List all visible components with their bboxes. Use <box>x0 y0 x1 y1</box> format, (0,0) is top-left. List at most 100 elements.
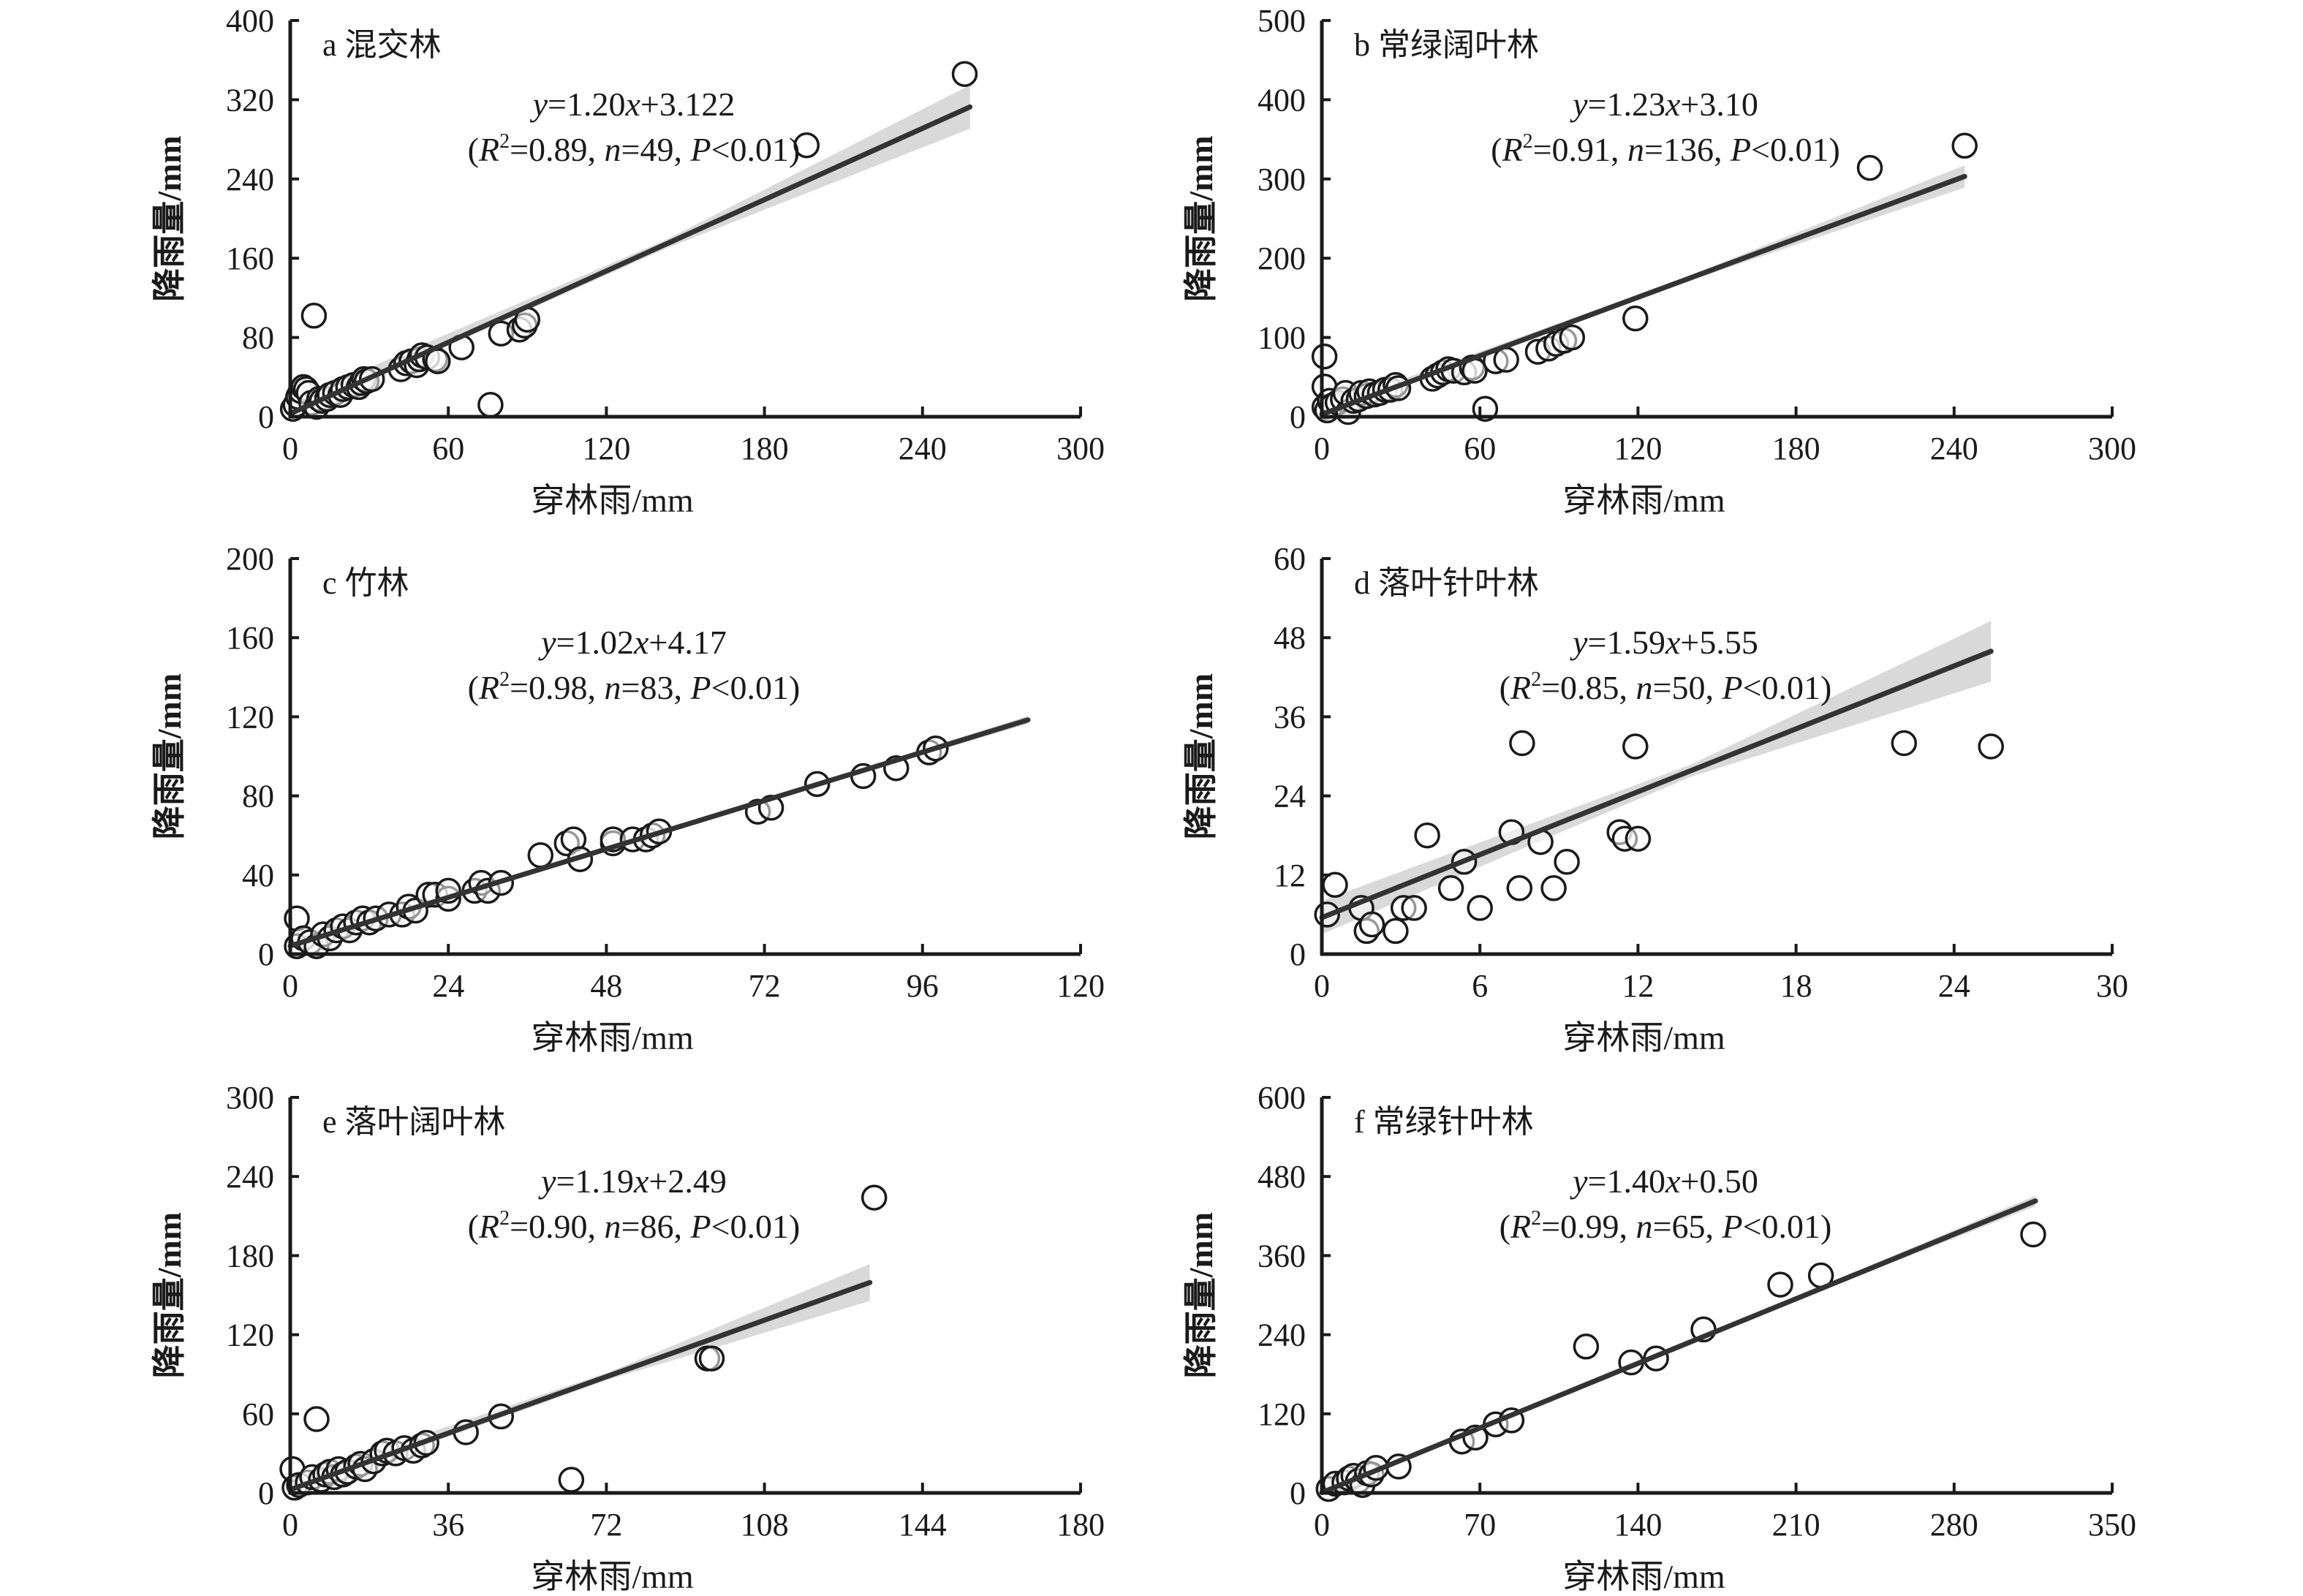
x-tick-label: 180 <box>741 431 789 466</box>
data-point <box>1856 154 1883 181</box>
stats-open: ( <box>468 131 479 168</box>
data-point <box>698 1345 725 1372</box>
regression-stats: (R2=0.85, n=50, P<0.01) <box>1500 668 1832 706</box>
panel-b: 0 100 200 300 400 500 0 60 120 180 240 300 穿林雨/mm 降雨量… <box>1182 3 2136 519</box>
panel-f: 0 120 240 360 480 600 0 70 140 210 280 350 穿林雨/mm 降雨量… <box>1182 1080 2136 1595</box>
x-tick-label: 0 <box>282 431 298 466</box>
equation-tail: +3.10 <box>1680 86 1758 123</box>
x-tick-label: 36 <box>432 1507 464 1543</box>
stats-pval: <0.01) <box>1743 669 1832 706</box>
panel-title: f 常绿针叶林 <box>1354 1104 1534 1140</box>
y-tick-label: 160 <box>226 620 274 656</box>
data-point <box>558 1467 585 1493</box>
panel-title: c 竹林 <box>322 565 409 601</box>
regression-equation: y=1.59x+5.55 <box>1570 624 1758 661</box>
panel-a: 0 80 160 240 320 400 0 60 120 180 240 300 穿林雨/mm 降雨量/… <box>151 3 1105 519</box>
equation-rest: =1.59 <box>1588 624 1665 661</box>
y-axis-title: 降雨量/mm <box>1182 135 1219 301</box>
stats-pval: <0.01) <box>711 131 801 168</box>
x-tick-label: 60 <box>432 431 464 466</box>
y-tick-label: 320 <box>226 82 274 118</box>
x-axis-title: 穿林雨/mm <box>1562 1019 1725 1056</box>
data-point <box>303 1406 330 1432</box>
data-point <box>477 391 504 418</box>
data-point <box>1358 911 1385 938</box>
x-tick-label: 72 <box>590 1507 622 1543</box>
stats-P: P <box>689 1208 711 1245</box>
x-tick-label: 120 <box>1056 968 1105 1004</box>
data-point <box>1978 733 2004 760</box>
stats-P: P <box>1730 131 1751 168</box>
data-point <box>951 61 978 87</box>
stats-R: R <box>478 131 499 168</box>
y-tick-label: 200 <box>1258 241 1306 276</box>
y-tick-label: 0 <box>1290 937 1306 972</box>
equation-tail: +0.50 <box>1680 1162 1758 1200</box>
y-tick-label: 240 <box>1258 1317 1306 1353</box>
y-axis-title: 降雨量/mm <box>1182 673 1219 839</box>
regression-line <box>1319 1198 2038 1496</box>
data-point <box>1509 730 1535 757</box>
y-tick-label: 0 <box>258 1475 274 1511</box>
data-point <box>300 303 328 329</box>
data-point <box>1767 1271 1793 1298</box>
stats-nval: =50, <box>1653 669 1722 706</box>
equation-tail: +4.17 <box>648 624 726 661</box>
data-point <box>1401 895 1427 921</box>
regression-equation: y=1.02x+4.17 <box>538 624 727 661</box>
stats-open: ( <box>1500 669 1510 706</box>
stats-sup: 2 <box>499 1207 510 1230</box>
equation-x: x <box>633 624 649 661</box>
stats-P: P <box>689 669 711 706</box>
regression-line <box>287 717 1031 949</box>
stats-open: ( <box>468 1208 479 1245</box>
y-tick-label: 0 <box>258 399 274 435</box>
x-tick-label: 240 <box>899 431 947 466</box>
x-tick-label: 300 <box>1056 431 1105 466</box>
data-point <box>1951 132 1978 159</box>
panel-title: e 落叶阔叶林 <box>322 1104 506 1140</box>
stats-open: ( <box>468 669 479 706</box>
data-point <box>1573 1334 1600 1360</box>
stats-n: n <box>1636 669 1653 706</box>
stats-P: P <box>689 131 711 168</box>
x-tick-label: 120 <box>1614 431 1662 466</box>
data-point <box>1506 875 1533 901</box>
stats-sup: 2 <box>1531 668 1541 691</box>
panel-e: 0 60 120 180 240 300 0 36 72 108 144 180 穿林雨/mm 降雨量/m… <box>151 1080 1105 1595</box>
stats-pval: <0.01) <box>711 669 801 706</box>
y-tick-label: 300 <box>226 1080 274 1116</box>
y-tick-label: 12 <box>1274 858 1306 893</box>
y-tick-label: 240 <box>226 1159 274 1195</box>
y-tick-label: 180 <box>226 1238 274 1274</box>
x-tick-label: 96 <box>907 968 939 1004</box>
x-tick-label: 180 <box>1056 1507 1105 1543</box>
y-tick-label: 120 <box>1258 1396 1306 1432</box>
data-point <box>1467 895 1493 921</box>
regression-stats: (R2=0.90, n=86, P<0.01) <box>468 1207 801 1245</box>
data-point <box>1625 825 1652 852</box>
stats-pval: <0.01) <box>711 1208 801 1245</box>
y-tick-label: 120 <box>226 1317 274 1353</box>
x-tick-label: 0 <box>1314 968 1330 1004</box>
x-tick-label: 108 <box>741 1507 789 1543</box>
equation-rest: =1.23 <box>1588 86 1665 123</box>
regression-stats: (R2=0.89, n=49, P<0.01) <box>468 130 801 168</box>
x-tick-label: 140 <box>1614 1507 1662 1543</box>
x-tick-label: 210 <box>1772 1507 1820 1543</box>
x-axis-title: 穿林雨/mm <box>1562 482 1725 519</box>
y-tick-label: 300 <box>1258 162 1306 197</box>
regression-line <box>1319 648 1994 920</box>
x-tick-label: 60 <box>1464 431 1496 466</box>
x-tick-label: 0 <box>1314 431 1330 466</box>
x-tick-label: 6 <box>1472 968 1488 1004</box>
stats-R: R <box>1510 669 1531 706</box>
x-tick-label: 70 <box>1464 1507 1496 1543</box>
equation-rest: =1.19 <box>556 1162 634 1200</box>
data-point <box>1622 305 1649 332</box>
y-tick-label: 60 <box>242 1396 274 1432</box>
stats-R: R <box>1501 131 1522 168</box>
panel-d: 0 12 24 36 48 60 0 6 12 18 24 30 穿林雨/mm 降雨量/mm d 落叶针叶林… <box>1182 541 2128 1056</box>
y-axis-title: 降雨量/mm <box>151 135 188 301</box>
equation-x: x <box>1665 1162 1681 1200</box>
